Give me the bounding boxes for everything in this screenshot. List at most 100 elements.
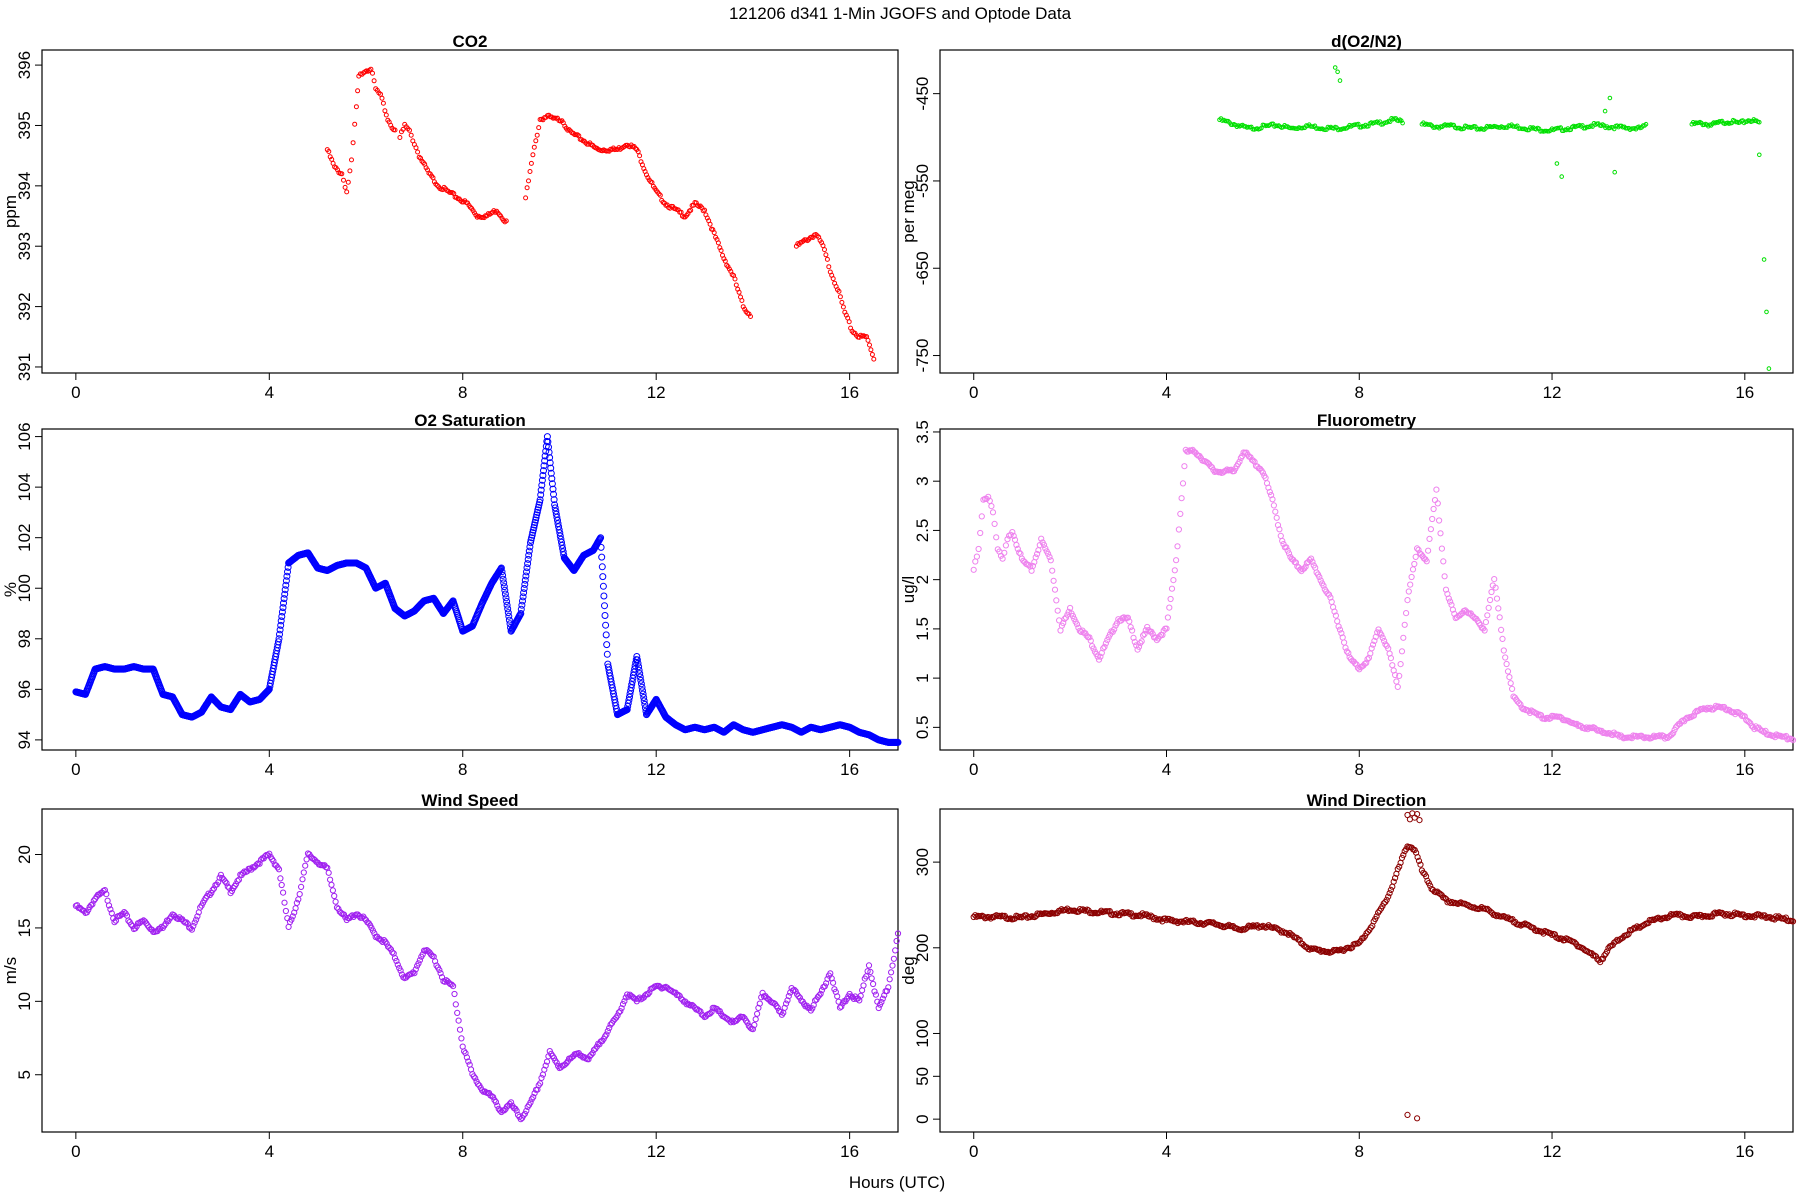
y-tick-label: 96 [15, 680, 34, 699]
data-point [275, 866, 283, 873]
data-point [277, 617, 285, 625]
data-point [1699, 706, 1706, 713]
data-point [1509, 685, 1516, 693]
data-point [640, 697, 648, 705]
data-point [1157, 916, 1164, 923]
y-tick-label: 396 [15, 51, 34, 79]
data-point [1150, 916, 1157, 923]
x-tick-label: 8 [458, 383, 467, 402]
data-point [503, 218, 509, 224]
data-point [1356, 939, 1363, 946]
data-point [973, 553, 981, 560]
data-point [1373, 913, 1380, 920]
data-point [1049, 567, 1056, 574]
data-point [270, 858, 277, 865]
data-point [973, 913, 980, 920]
data-point [1001, 549, 1008, 556]
y-tick-label: 106 [15, 422, 34, 450]
data-point [881, 992, 888, 999]
data-point [1379, 634, 1386, 641]
data-point [503, 601, 511, 609]
x-tick-label: 16 [840, 1142, 859, 1161]
data-point [281, 586, 289, 594]
data-point [256, 860, 263, 867]
data-point [1280, 541, 1287, 548]
y-tick-label: 50 [913, 1067, 932, 1086]
data-point [1515, 699, 1523, 707]
data-point [635, 663, 643, 671]
data-point [1506, 674, 1513, 681]
y-tick-label: 1.5 [913, 617, 932, 641]
data-point [598, 563, 606, 571]
data-point [341, 177, 346, 183]
y-axis-label: m/s [1, 957, 20, 984]
data-point [497, 1107, 504, 1114]
data-point [697, 1008, 704, 1015]
data-point [1445, 595, 1452, 602]
data-point [1217, 468, 1224, 476]
data-point [101, 887, 109, 894]
data-point [685, 211, 691, 217]
y-axis: 5 10 15 20 m/s [1, 845, 42, 1079]
data-point [441, 978, 448, 985]
data-point [397, 967, 404, 974]
data-point [1175, 526, 1183, 533]
data-point [1503, 660, 1510, 668]
data-point [276, 626, 284, 634]
data-point [1027, 563, 1034, 570]
data-point [1493, 595, 1501, 602]
data-point [520, 1112, 527, 1119]
data-point [1250, 457, 1257, 464]
data-point [597, 534, 605, 542]
data-point [1285, 931, 1292, 938]
data-point [370, 70, 375, 76]
data-point [1694, 912, 1702, 920]
data-point [528, 531, 536, 539]
data-point [521, 576, 529, 584]
y-tick-label: 15 [15, 918, 34, 937]
data-point [978, 513, 985, 520]
data-point [972, 912, 979, 919]
data-point [611, 1016, 618, 1023]
data-point [1094, 653, 1101, 660]
data-point [1364, 928, 1372, 935]
data-point [1629, 926, 1636, 933]
data-point [548, 475, 556, 483]
data-point [501, 218, 506, 223]
data-point [1354, 664, 1362, 671]
data-point [970, 913, 977, 921]
data-point [1078, 628, 1085, 636]
y-tick-label: 1 [913, 673, 932, 682]
data-point [539, 1071, 547, 1078]
data-point [235, 876, 242, 883]
data-point [635, 149, 641, 155]
figure-suptitle: 121206 d341 1-Min JGOFS and Optode Data [729, 4, 1072, 23]
data-point [209, 887, 216, 894]
data-point [1588, 725, 1596, 732]
data-point [1482, 619, 1490, 626]
data-point [1276, 526, 1283, 533]
data-point [868, 347, 874, 353]
data-point [1007, 915, 1014, 922]
data-point [1338, 630, 1345, 637]
data-point [739, 298, 745, 303]
data-point [454, 1009, 461, 1017]
x-tick-label: 16 [840, 760, 859, 779]
y-axis-label: deg [899, 956, 918, 984]
data-point [868, 975, 875, 982]
data-point [640, 694, 648, 701]
data-point [1196, 920, 1203, 928]
data-point [527, 539, 534, 547]
data-point [490, 1094, 497, 1101]
data-point [1363, 659, 1370, 667]
y-tick-label: 2.5 [913, 519, 932, 543]
data-point [1400, 634, 1407, 641]
y-tick-label: 94 [15, 730, 34, 749]
data-point [1487, 596, 1494, 604]
data-point [434, 182, 440, 188]
y-tick-label: 20 [15, 845, 34, 864]
data-point [386, 944, 393, 952]
data-point [1173, 918, 1180, 925]
data-point [288, 916, 295, 923]
data-point [462, 1050, 469, 1057]
